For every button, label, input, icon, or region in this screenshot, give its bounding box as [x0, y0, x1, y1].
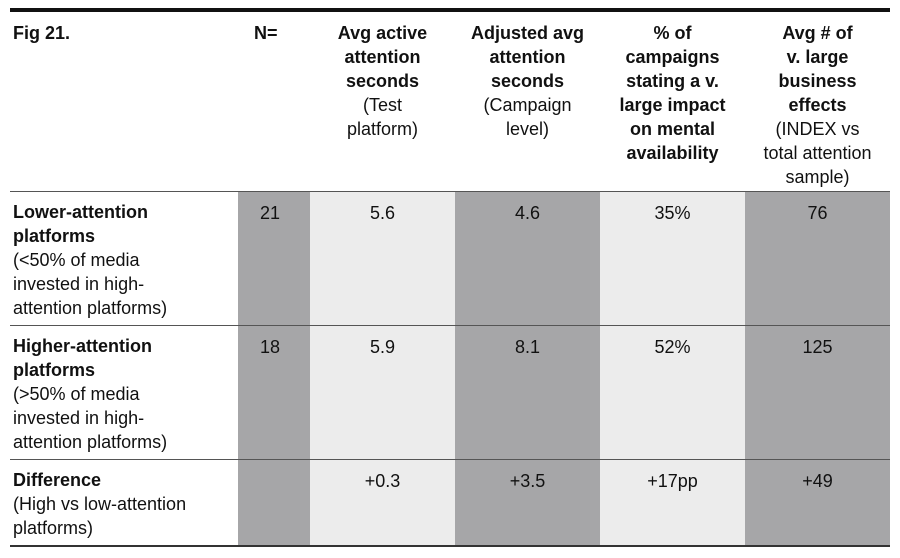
row-label-difference: Difference (High vs low-attention platfo… — [10, 460, 238, 547]
row-label-line: (High vs low-attention — [13, 494, 187, 514]
row-label-line: invested in high- — [13, 408, 145, 428]
row-label-line: (<50% of media — [13, 250, 140, 270]
cell-business-effects: 125 — [745, 326, 890, 460]
cell-pct-campaigns: 52% — [600, 326, 745, 460]
header-line: Avg # of — [782, 23, 853, 43]
header-n-label: N= — [254, 23, 278, 43]
header-line: platform) — [346, 119, 418, 139]
row-label-line: Difference — [13, 470, 102, 490]
row-label-lower-attention: Lower-attention platforms (<50% of media… — [10, 192, 238, 326]
row-label-line: Higher-attention — [13, 336, 152, 356]
header-line: attention — [489, 47, 566, 67]
cell-business-effects: 76 — [745, 192, 890, 326]
header-line: seconds — [345, 71, 420, 91]
header-line: on mental — [629, 119, 715, 139]
header-line: (Campaign — [483, 95, 572, 115]
header-avg-business-effects: Avg # of v. large business effects (INDE… — [745, 12, 890, 192]
cell-adjusted-avg: +3.5 — [455, 460, 600, 547]
cell-n: 21 — [238, 192, 310, 326]
cell-n: 18 — [238, 326, 310, 460]
header-adjusted-avg-attention: Adjusted avg attention seconds (Campaign… — [455, 12, 600, 192]
header-line: level) — [505, 119, 549, 139]
header-n: N= — [238, 12, 310, 192]
header-line: business — [778, 71, 857, 91]
header-line: stating a v. — [626, 71, 719, 91]
row-label-higher-attention: Higher-attention platforms (>50% of medi… — [10, 326, 238, 460]
cell-adjusted-avg: 4.6 — [455, 192, 600, 326]
header-line: availability — [626, 143, 719, 163]
cell-adjusted-avg: 8.1 — [455, 326, 600, 460]
row-label-line: platforms — [13, 226, 96, 246]
header-line: campaigns — [625, 47, 720, 67]
header-avg-active-attention: Avg active attention seconds (Test platf… — [310, 12, 455, 192]
cell-business-effects: +49 — [745, 460, 890, 547]
header-line: Adjusted avg — [470, 23, 585, 43]
header-pct-campaigns: % of campaigns stating a v. large impact… — [600, 12, 745, 192]
fig-label: Fig 21. — [13, 23, 71, 43]
header-fig-label: Fig 21. — [10, 12, 238, 192]
header-line: effects — [788, 95, 847, 115]
header-line: % of — [653, 23, 692, 43]
cell-avg-active: +0.3 — [310, 460, 455, 547]
cell-avg-active: 5.6 — [310, 192, 455, 326]
cell-pct-campaigns: 35% — [600, 192, 745, 326]
header-line: (Test — [362, 95, 402, 115]
header-line: v. large — [786, 47, 849, 67]
header-line: Avg active — [337, 23, 428, 43]
header-line: attention — [344, 47, 421, 67]
header-line: large impact — [619, 95, 726, 115]
header-line: seconds — [490, 71, 565, 91]
row-label-line: attention platforms) — [13, 432, 168, 452]
header-line: total attention — [763, 143, 872, 163]
row-label-line: invested in high- — [13, 274, 145, 294]
row-label-line: attention platforms) — [13, 298, 168, 318]
row-label-line: platforms — [13, 360, 96, 380]
row-label-line: (>50% of media — [13, 384, 140, 404]
table-top-rule — [10, 8, 890, 12]
cell-n — [238, 460, 310, 547]
row-label-line: Lower-attention — [13, 202, 148, 222]
header-line: sample) — [785, 167, 850, 187]
cell-avg-active: 5.9 — [310, 326, 455, 460]
header-line: (INDEX vs — [775, 119, 860, 139]
row-label-line: platforms) — [13, 518, 94, 538]
attention-table: Fig 21. N= Avg active attention seconds … — [10, 12, 890, 547]
cell-pct-campaigns: +17pp — [600, 460, 745, 547]
